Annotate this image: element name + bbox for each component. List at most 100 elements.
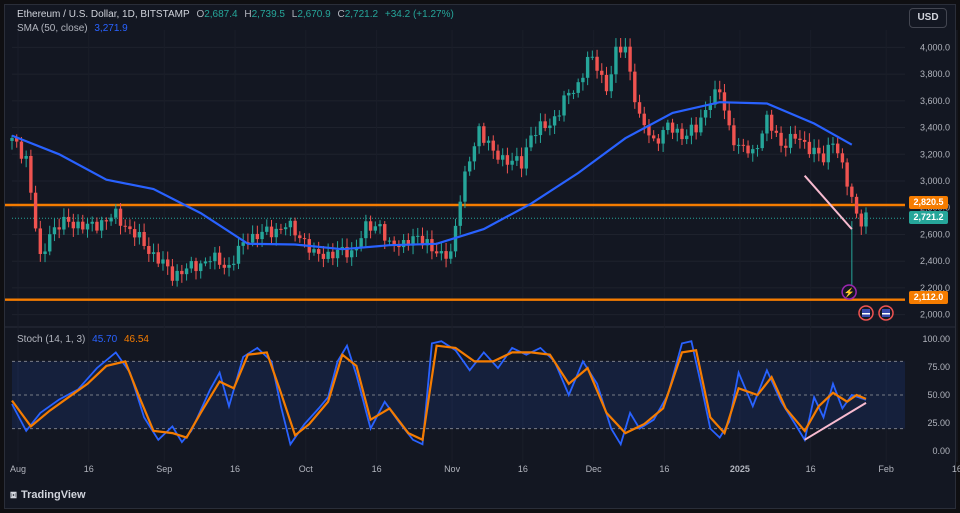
- event-markers: ⚡: [841, 284, 894, 321]
- candle-body: [128, 226, 132, 230]
- candle-body: [118, 208, 123, 226]
- candle-body: [600, 70, 604, 75]
- price-axis-tick: 2,600.0: [920, 229, 950, 239]
- candle-body: [66, 216, 71, 222]
- candle-body: [614, 46, 618, 75]
- candle-body: [656, 138, 661, 144]
- candle-body: [524, 147, 528, 169]
- candle-body: [274, 228, 278, 238]
- candle-body: [784, 145, 788, 148]
- candle-body: [661, 130, 665, 144]
- candle-body: [151, 252, 156, 254]
- time-axis-tick: Dec: [586, 464, 603, 474]
- candle-body: [392, 240, 396, 246]
- time-axis-tick: 16: [518, 464, 528, 474]
- candle-body: [864, 212, 868, 227]
- candle-body: [647, 125, 651, 136]
- currency-button[interactable]: USD: [909, 8, 947, 28]
- stoch-legend[interactable]: Stoch (14, 1, 3) 45.70 46.54: [17, 334, 153, 345]
- candle-body: [335, 249, 340, 259]
- candle-body: [180, 270, 184, 275]
- candle-body: [590, 56, 595, 58]
- candle-body: [425, 239, 429, 246]
- candle-body: [184, 268, 189, 275]
- candle-body: [708, 104, 712, 110]
- close-value: 2,721.2: [344, 9, 379, 20]
- candle-body: [628, 46, 632, 72]
- symbol-title[interactable]: Ethereum / U.S. Dollar, 1D, BITSTAMP: [17, 9, 190, 20]
- flag-stripe: [862, 313, 870, 315]
- candle-body: [364, 221, 368, 239]
- candle-body: [675, 128, 679, 133]
- candle-body: [33, 192, 38, 229]
- candle-body: [486, 140, 491, 143]
- candle-body: [840, 153, 845, 163]
- candle-body: [123, 225, 127, 227]
- candle-body: [557, 115, 562, 117]
- stoch-trendline: [804, 401, 867, 441]
- candle-body: [326, 251, 330, 259]
- candle-body: [147, 246, 151, 254]
- tradingview-brand[interactable]: ⧈ TradingView: [10, 489, 86, 502]
- candle-body: [826, 144, 830, 163]
- price-axis-tick: 2,400.0: [920, 256, 950, 266]
- candle-body: [95, 221, 99, 231]
- candle-body: [548, 125, 552, 129]
- candle-body: [854, 196, 859, 214]
- candle-body: [222, 264, 227, 268]
- candle-body: [383, 224, 387, 241]
- time-axis-tick: 16: [372, 464, 382, 474]
- candle-body: [746, 145, 750, 154]
- candle-body: [821, 153, 826, 163]
- candle-body: [302, 238, 307, 240]
- candle-body: [401, 240, 406, 248]
- candle-body: [48, 234, 52, 252]
- candle-body: [236, 245, 241, 264]
- time-axis-tick: Aug: [10, 464, 26, 474]
- time-axis-tick: 16: [659, 464, 669, 474]
- candle-body: [57, 227, 61, 230]
- candle-body: [255, 233, 260, 240]
- stoch-axis-tick: 100.00: [922, 334, 950, 344]
- candle-body: [411, 236, 415, 246]
- stoch-d-line: [11, 344, 867, 442]
- candle-body: [718, 89, 722, 93]
- candle-body: [99, 220, 104, 231]
- candle-body: [19, 141, 24, 159]
- candle-body: [685, 135, 689, 140]
- candle-body: [213, 252, 217, 262]
- candle-body: [170, 266, 175, 281]
- time-axis-tick: 16: [230, 464, 240, 474]
- candle-body: [793, 133, 797, 139]
- time-axis-tick: Oct: [299, 464, 314, 474]
- candle-body: [166, 259, 170, 267]
- time-axis-tick: Nov: [444, 464, 461, 474]
- candle-body: [736, 144, 741, 146]
- candle-body: [312, 249, 316, 253]
- candle-body: [232, 263, 236, 265]
- price-axis-tick: 3,000.0: [920, 176, 950, 186]
- lightning-glyph: ⚡: [844, 287, 855, 299]
- candle-body: [623, 46, 628, 53]
- change-value: +34.2 (+1.27%): [384, 9, 454, 20]
- candle-body: [439, 251, 444, 254]
- stoch-axis-tick: 25.00: [927, 418, 950, 428]
- candle-body: [505, 155, 510, 165]
- candlestick-series: [10, 38, 868, 287]
- stoch-label: Stoch (14, 1, 3): [17, 334, 86, 345]
- brand-name: TradingView: [21, 489, 86, 501]
- candle-body: [368, 221, 373, 231]
- candle-body: [175, 270, 179, 281]
- candle-body: [142, 231, 146, 247]
- lightning-event-icon: [841, 284, 857, 300]
- candle-body: [359, 238, 363, 248]
- candle-body: [203, 261, 208, 264]
- sma-label: SMA (50, close): [17, 23, 88, 34]
- time-axis-tick: 2025: [730, 464, 750, 474]
- candle-body: [161, 259, 165, 264]
- candle-body: [732, 125, 736, 146]
- candle-body: [741, 144, 746, 146]
- candle-body: [109, 217, 113, 222]
- sma-legend[interactable]: SMA (50, close) 3,271.9: [17, 23, 132, 34]
